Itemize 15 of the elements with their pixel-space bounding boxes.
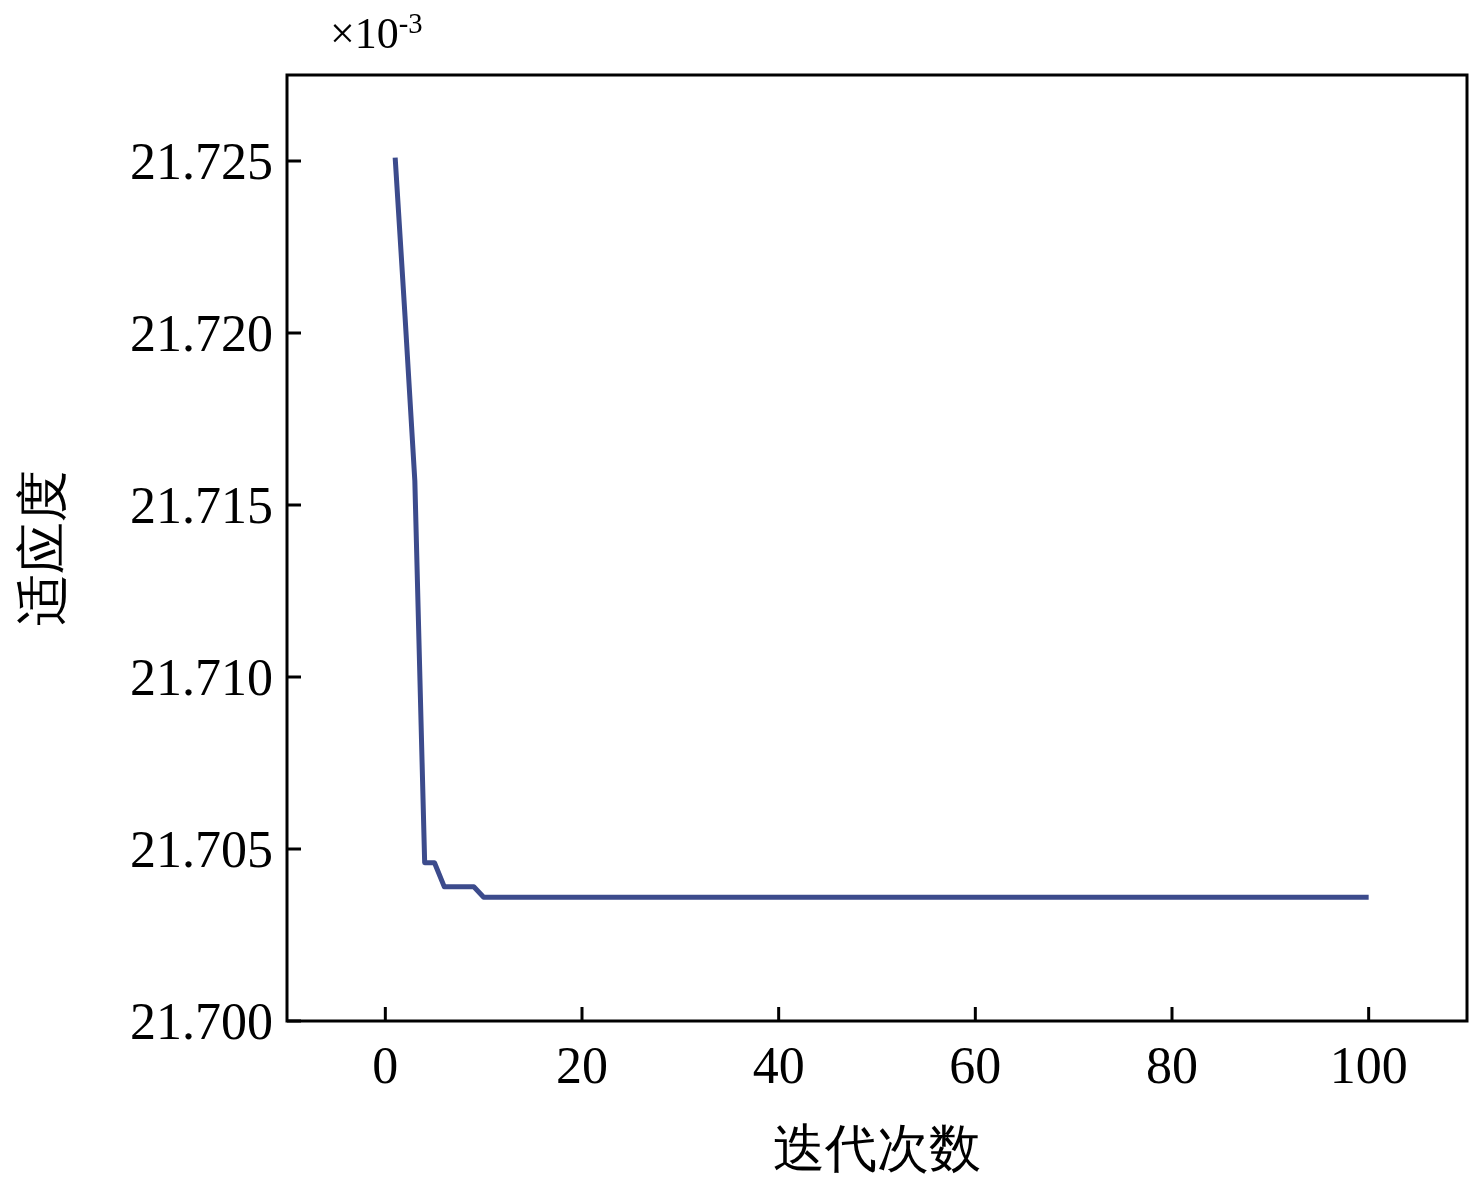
y-tick-label: 21.715 (130, 477, 273, 534)
text: ×10$^{-3}$ (330, 7, 423, 58)
x-tick-label: 100 (1329, 1037, 1408, 1094)
y-tick-label: 21.710 (130, 649, 273, 706)
x-axis-title: 迭代次数 (773, 1120, 981, 1177)
x-tick-label: 20 (556, 1037, 608, 1094)
y-tick-label: 21.700 (130, 993, 273, 1050)
x-tick-label: 0 (372, 1037, 399, 1094)
y-tick-label: 21.725 (130, 133, 273, 190)
x-tick-label: 80 (1146, 1037, 1198, 1094)
y-axis-title: 适应度 (14, 470, 71, 626)
x-tick-label: 40 (752, 1037, 805, 1094)
x-tick-label: 60 (949, 1037, 1002, 1094)
y-tick-label: 21.720 (130, 305, 273, 362)
y-tick-label: 21.705 (130, 821, 273, 878)
